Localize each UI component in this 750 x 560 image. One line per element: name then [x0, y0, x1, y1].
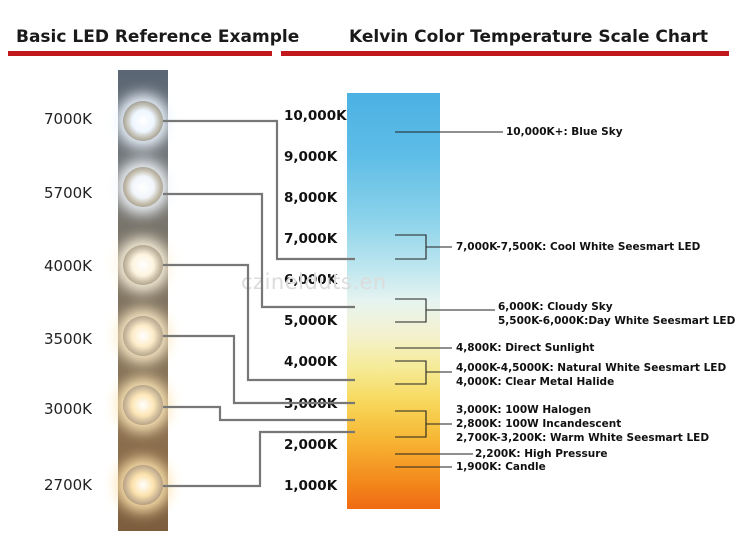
led-label-5700k: 5700K	[44, 184, 93, 202]
desc-high-pressure: 2,200K: High Pressure	[475, 448, 608, 460]
desc-cloudy-sky: 6,000K: Cloudy Sky	[498, 301, 613, 313]
left-header: Basic LED Reference Example	[16, 27, 300, 47]
led-3500k	[123, 316, 163, 356]
desc-natural-white-led: 4,000K-4,5000K: Natural White Seesmart L…	[456, 362, 727, 374]
connector-5700k	[163, 192, 355, 309]
led-strip	[118, 70, 168, 531]
connector-4000k	[163, 263, 355, 382]
led-7000k	[123, 101, 163, 141]
led-label-2700k: 2700K	[44, 476, 93, 494]
led-label-7000k: 7000K	[44, 110, 93, 128]
left-header-rule	[8, 51, 272, 56]
scale-label-8000k: 8,000K	[284, 190, 338, 206]
desc-candle: 1,900K: Candle	[456, 461, 546, 473]
scale-label-7000k: 7,000K	[284, 231, 338, 247]
watermark: czinelduts.en	[241, 270, 387, 294]
desc-blue-sky: 10,000K+: Blue Sky	[506, 126, 623, 138]
kelvin-gradient-scale	[347, 93, 440, 509]
led-label-4000k: 4000K	[44, 257, 93, 275]
led-4000k	[123, 245, 163, 285]
scale-label-10000k: 10,000K	[284, 108, 347, 124]
led-label-3000k: 3000K	[44, 400, 93, 418]
desc-day-white-led: 5,500K-6,000K:Day White Seesmart LED	[498, 315, 736, 327]
connector-3500k	[163, 334, 355, 405]
led-3000k	[123, 385, 163, 425]
led-label-3500k: 3500K	[44, 330, 93, 348]
scale-label-1000k: 1,000K	[284, 478, 338, 494]
scale-label-9000k: 9,000K	[284, 149, 338, 165]
desc-direct-sunlight: 4,800K: Direct Sunlight	[456, 342, 595, 354]
desc-warm-white-led: 2,700K-3,200K: Warm White Seesmart LED	[456, 432, 710, 444]
scale-label-4000k: 4,000K	[284, 354, 338, 370]
desc-clear-metal-halide: 4,000K: Clear Metal Halide	[456, 376, 615, 388]
desc-halogen: 3,000K: 100W Halogen	[456, 404, 592, 416]
right-header-rule	[281, 51, 729, 56]
desc-cool-white-led: 7,000K-7,500K: Cool White Seesmart LED	[456, 241, 701, 253]
connector-7000k	[163, 119, 355, 261]
connector-3000k	[163, 405, 355, 422]
right-header: Kelvin Color Temperature Scale Chart	[349, 27, 708, 47]
scale-label-5000k: 5,000K	[284, 313, 338, 329]
connector-2700k	[163, 430, 355, 488]
led-5700k	[123, 167, 163, 207]
desc-incandescent: 2,800K: 100W Incandescent	[456, 418, 622, 430]
led-2700k	[123, 465, 163, 505]
scale-label-2000k: 2,000K	[284, 437, 338, 453]
scale-label-6000k: 6,000K	[284, 272, 338, 288]
